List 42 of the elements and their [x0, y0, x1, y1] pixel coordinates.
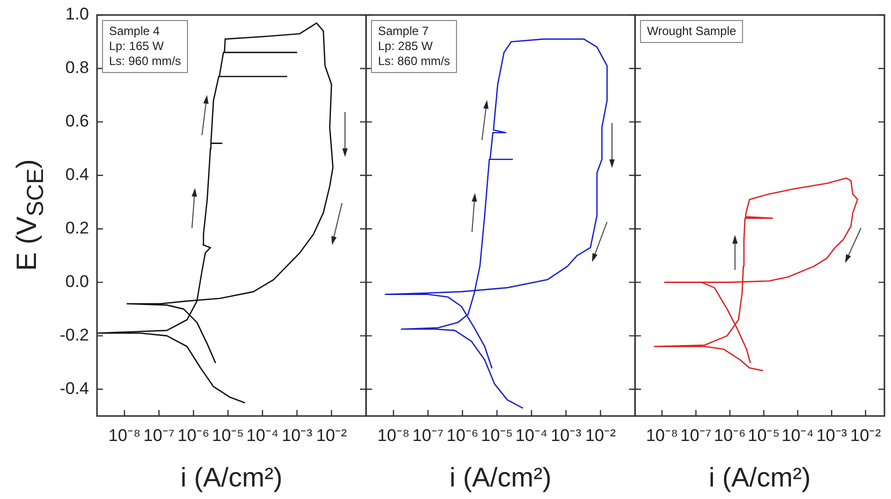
x-axis-title: i (A/cm²) — [708, 462, 811, 492]
x-tick-label: 10⁻⁵ — [748, 426, 780, 445]
x-tick-label: 10⁻⁶ — [178, 426, 210, 445]
x-tick-label: 10⁻⁷ — [412, 426, 444, 445]
annotation: Lp: 285 W — [378, 39, 434, 54]
x-tick-label: 10⁻⁸ — [108, 426, 141, 445]
x-tick-label: 10⁻⁶ — [714, 426, 746, 445]
x-tick-label: 10⁻⁶ — [446, 426, 478, 445]
x-tick-label: 10⁻³ — [550, 426, 582, 445]
y-tick-label: 0.8 — [65, 58, 89, 78]
annotation: Sample 4 — [109, 24, 161, 39]
annotation: Ls: 860 mm/s — [378, 54, 450, 69]
y-tick-label: 0.0 — [65, 272, 89, 292]
x-tick-label: 10⁻² — [850, 426, 882, 445]
label-box: Sample 7 Lp: 285 W Ls: 860 mm/s — [371, 20, 458, 73]
annotation: Sample 7 — [378, 24, 430, 39]
x-tick-label: 10⁻⁴ — [246, 426, 279, 445]
y-tick-label: -0.2 — [60, 325, 89, 344]
label-box: Wrought Sample — [640, 20, 744, 43]
x-tick-label: 10⁻⁷ — [680, 426, 712, 445]
x-tick-label: 10⁻⁴ — [782, 426, 814, 445]
x-tick-label: 10⁻⁸ — [646, 426, 678, 445]
annotation: Wrought Sample — [647, 24, 736, 39]
y-tick-label: 0.4 — [65, 165, 89, 184]
y-tick-label: 0.6 — [65, 112, 89, 131]
annotation: Ls: 960 mm/s — [109, 54, 182, 69]
x-tick-label: 10⁻³ — [816, 426, 848, 445]
x-axis-title: i (A/cm²) — [450, 462, 552, 492]
x-tick-label: 10⁻⁴ — [515, 426, 548, 445]
label-box: Sample 4 Lp: 165 W Ls: 960 mm/s — [102, 20, 188, 73]
x-tick-label: 10⁻² — [316, 426, 348, 445]
x-tick-label: 10⁻⁵ — [480, 426, 513, 445]
x-tick-label: 10⁻² — [585, 426, 616, 445]
x-tick-label: 10⁻⁷ — [143, 426, 174, 445]
y-tick-label: 0.2 — [65, 218, 89, 238]
x-tick-label: 10⁻⁸ — [377, 426, 410, 445]
x-tick-label: 10⁻⁵ — [212, 426, 244, 445]
x-axis-title: i (A/cm²) — [180, 462, 282, 492]
y-tick-label: 1.0 — [65, 4, 89, 24]
annotation: Lp: 165 W — [109, 39, 165, 54]
y-tick-label: -0.4 — [60, 378, 89, 398]
x-tick-label: 10⁻³ — [282, 426, 313, 445]
